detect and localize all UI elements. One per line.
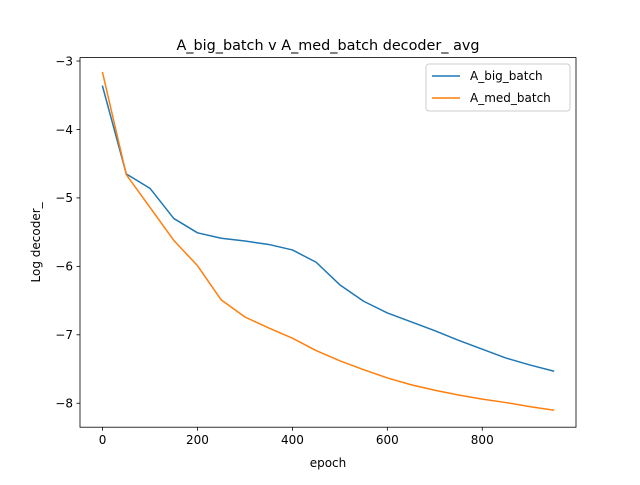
series-line-a-big-batch <box>101 85 555 372</box>
x-tick-label: 200 <box>186 433 209 447</box>
y-tick-label: −3 <box>55 54 73 68</box>
legend-box <box>425 63 571 112</box>
chart-title: A_big_batch v A_med_batch decoder_ avg <box>176 38 479 54</box>
plot-area <box>101 71 555 411</box>
x-tick-label: 600 <box>376 433 399 447</box>
x-tick-label: 400 <box>281 433 304 447</box>
legend-label-a-big-batch: A_big_batch <box>470 69 543 83</box>
y-tick-label: −6 <box>55 260 73 274</box>
y-axis-label: Log decoder_ <box>29 201 43 282</box>
legend: A_big_batch A_med_batch <box>425 63 571 112</box>
y-tick-label: −5 <box>55 191 73 205</box>
legend-label-a-med-batch: A_med_batch <box>470 91 551 105</box>
axis-ticks: 0 200 400 600 800 −8 −7 −6 −5 −4 −3 <box>55 54 493 447</box>
x-tick-label: 0 <box>99 433 107 447</box>
y-tick-label: −4 <box>55 123 73 137</box>
series-line-a-med-batch <box>101 71 555 411</box>
x-axis-label: epoch <box>310 456 347 470</box>
x-tick-label: 800 <box>471 433 494 447</box>
axes-frame <box>79 57 577 428</box>
y-tick-label: −8 <box>55 397 73 411</box>
y-tick-label: −7 <box>55 328 73 342</box>
